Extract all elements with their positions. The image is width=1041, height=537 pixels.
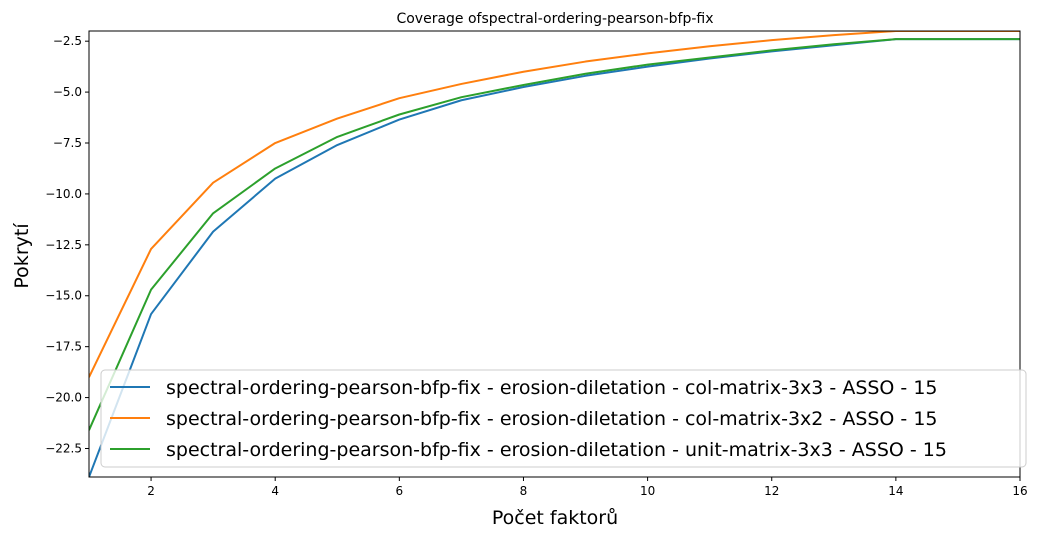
legend-label-2: spectral-ordering-pearson-bfp-fix - eros…	[166, 408, 938, 430]
plot-frame	[88, 30, 1021, 478]
y-tick-label: −20.0	[45, 391, 82, 405]
y-tick-label: −15.0	[45, 289, 82, 303]
y-tick-label: −17.5	[45, 340, 82, 354]
series-line-3	[89, 38, 1020, 431]
series-layer	[89, 31, 1020, 477]
legend-label-1: spectral-ordering-pearson-bfp-fix - eros…	[166, 377, 938, 399]
x-tick-label: 16	[1012, 484, 1027, 498]
y-tick-label: −2.5	[53, 34, 82, 48]
x-tick-label: 4	[271, 484, 279, 498]
y-axis-title: Pokrytí	[11, 223, 33, 289]
series-line-2	[89, 31, 1020, 378]
y-tick-label: −12.5	[45, 238, 82, 252]
y-tick-label: −22.5	[45, 441, 82, 455]
x-tick-label: 8	[520, 484, 528, 498]
y-tick-label: −7.5	[53, 136, 82, 150]
x-tick-label: 6	[396, 484, 404, 498]
x-tick-label: 14	[888, 484, 903, 498]
legend-label-3: spectral-ordering-pearson-bfp-fix - eros…	[166, 439, 947, 461]
y-tick-label: −5.0	[53, 85, 82, 99]
chart-title: Coverage ofspectral-ordering-pearson-bfp…	[396, 11, 713, 27]
legend-box	[100, 369, 1027, 468]
x-tick-label: 10	[640, 484, 655, 498]
legend: spectral-ordering-pearson-bfp-fix - eros…	[100, 369, 1027, 468]
x-tick-label: 2	[147, 484, 155, 498]
x-tick-label: 12	[764, 484, 779, 498]
axes-layer: 2 4 6 8 10 12 14 16 −22.5 −20.0 −17.5 −15.0 −12.5 −10…	[45, 30, 1028, 498]
x-axis-title: Počet faktorů	[492, 507, 618, 529]
y-tick-label: −10.0	[45, 187, 82, 201]
